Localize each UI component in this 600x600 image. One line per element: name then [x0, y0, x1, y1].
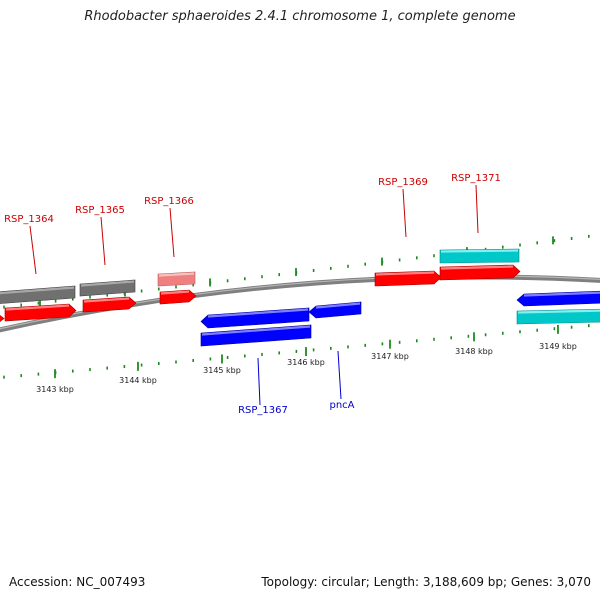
tick-label: 3143 kbp: [36, 385, 74, 394]
gene-arrow-highlight: [315, 302, 361, 309]
gene-leader-line: [169, 207, 175, 258]
gene-label[interactable]: RSP_1364: [4, 214, 54, 225]
gene-label[interactable]: RSP_1365: [75, 205, 125, 216]
gene-feature-pink: [157, 271, 196, 287]
gene-arrow-highlight: [0, 286, 75, 295]
chromosome-backbone: [0, 274, 600, 333]
gene-feature-blue: [200, 324, 312, 347]
tick-label: 3146 kbp: [287, 358, 325, 367]
gene-feature-gray: [0, 285, 76, 304]
gene-arrow-highlight: [160, 290, 190, 295]
gene-leader-line: [29, 225, 37, 275]
tick-label: 3148 kbp: [455, 347, 493, 356]
gene-feature-red: [0, 314, 5, 323]
gene-arrow-highlight: [440, 265, 514, 270]
gene-arrow-highlight: [158, 272, 195, 277]
gene-arrow-highlight: [80, 280, 135, 287]
gene-label[interactable]: RSP_1366: [144, 196, 194, 207]
gene-feature-cyan: [439, 248, 520, 264]
map-title: Rhodobacter sphaeroides 2.4.1 chromosome…: [84, 9, 516, 24]
gene-label[interactable]: RSP_1371: [451, 173, 501, 184]
gene-feature-gray: [79, 279, 136, 297]
tick-label: 3147 kbp: [371, 352, 409, 361]
gene-leader-line: [257, 357, 261, 406]
gene-arrow: [200, 307, 310, 329]
gene-feature-blue: [516, 290, 600, 307]
gene-arrow-highlight: [5, 304, 70, 311]
gene-arrow-highlight: [517, 309, 600, 314]
gene-arrow-highlight: [207, 308, 309, 318]
gene-label[interactable]: RSP_1367: [238, 405, 288, 416]
gene-leader-line: [100, 216, 106, 266]
gene-arrow: [0, 285, 76, 304]
gene-arrow-highlight: [83, 297, 130, 303]
tick-label: 3144 kbp: [119, 376, 157, 385]
gene-feature-blue: [308, 301, 362, 319]
tick-marks: 3143 kbp 3144 kbp 3145 kbp 3146 kbp 3147 kbp…: [3, 234, 590, 394]
gene-feature-red: [82, 296, 137, 313]
gene-arrow-highlight: [523, 291, 600, 297]
gene-feature-red: [159, 289, 197, 305]
gene-feature-blue: [200, 307, 310, 329]
gene-labels: RSP_1364 RSP_1365 RSP_1366 RSP_1369 RSP_1371…: [4, 173, 501, 416]
accession-text: Accession: NC_007493: [9, 575, 146, 589]
gene-label[interactable]: RSP_1369: [378, 177, 428, 188]
gene-arrow-highlight: [440, 249, 519, 253]
gene-features: [0, 248, 600, 347]
tick-label: 3145 kbp: [203, 366, 241, 375]
gene-label[interactable]: pncA: [329, 400, 354, 411]
gene-arrow: [439, 248, 520, 264]
tick-label: 3149 kbp: [539, 342, 577, 351]
gene-arrow-highlight: [201, 325, 311, 336]
gene-leader-line: [475, 184, 479, 234]
gene-arrow-highlight: [375, 271, 435, 276]
gene-leader-line: [402, 188, 407, 238]
gene-feature-red: [4, 303, 77, 322]
gene-feature-red: [439, 264, 521, 281]
gene-leader-line: [337, 350, 342, 400]
gene-feature-red: [374, 270, 442, 287]
gene-arrow: [200, 324, 312, 347]
topology-summary: Topology: circular; Length: 3,188,609 bp…: [261, 575, 591, 589]
chromosome-backbone-highlight: [0, 275, 600, 330]
gene-arrow: [0, 314, 5, 323]
gene-feature-cyan: [516, 308, 600, 325]
